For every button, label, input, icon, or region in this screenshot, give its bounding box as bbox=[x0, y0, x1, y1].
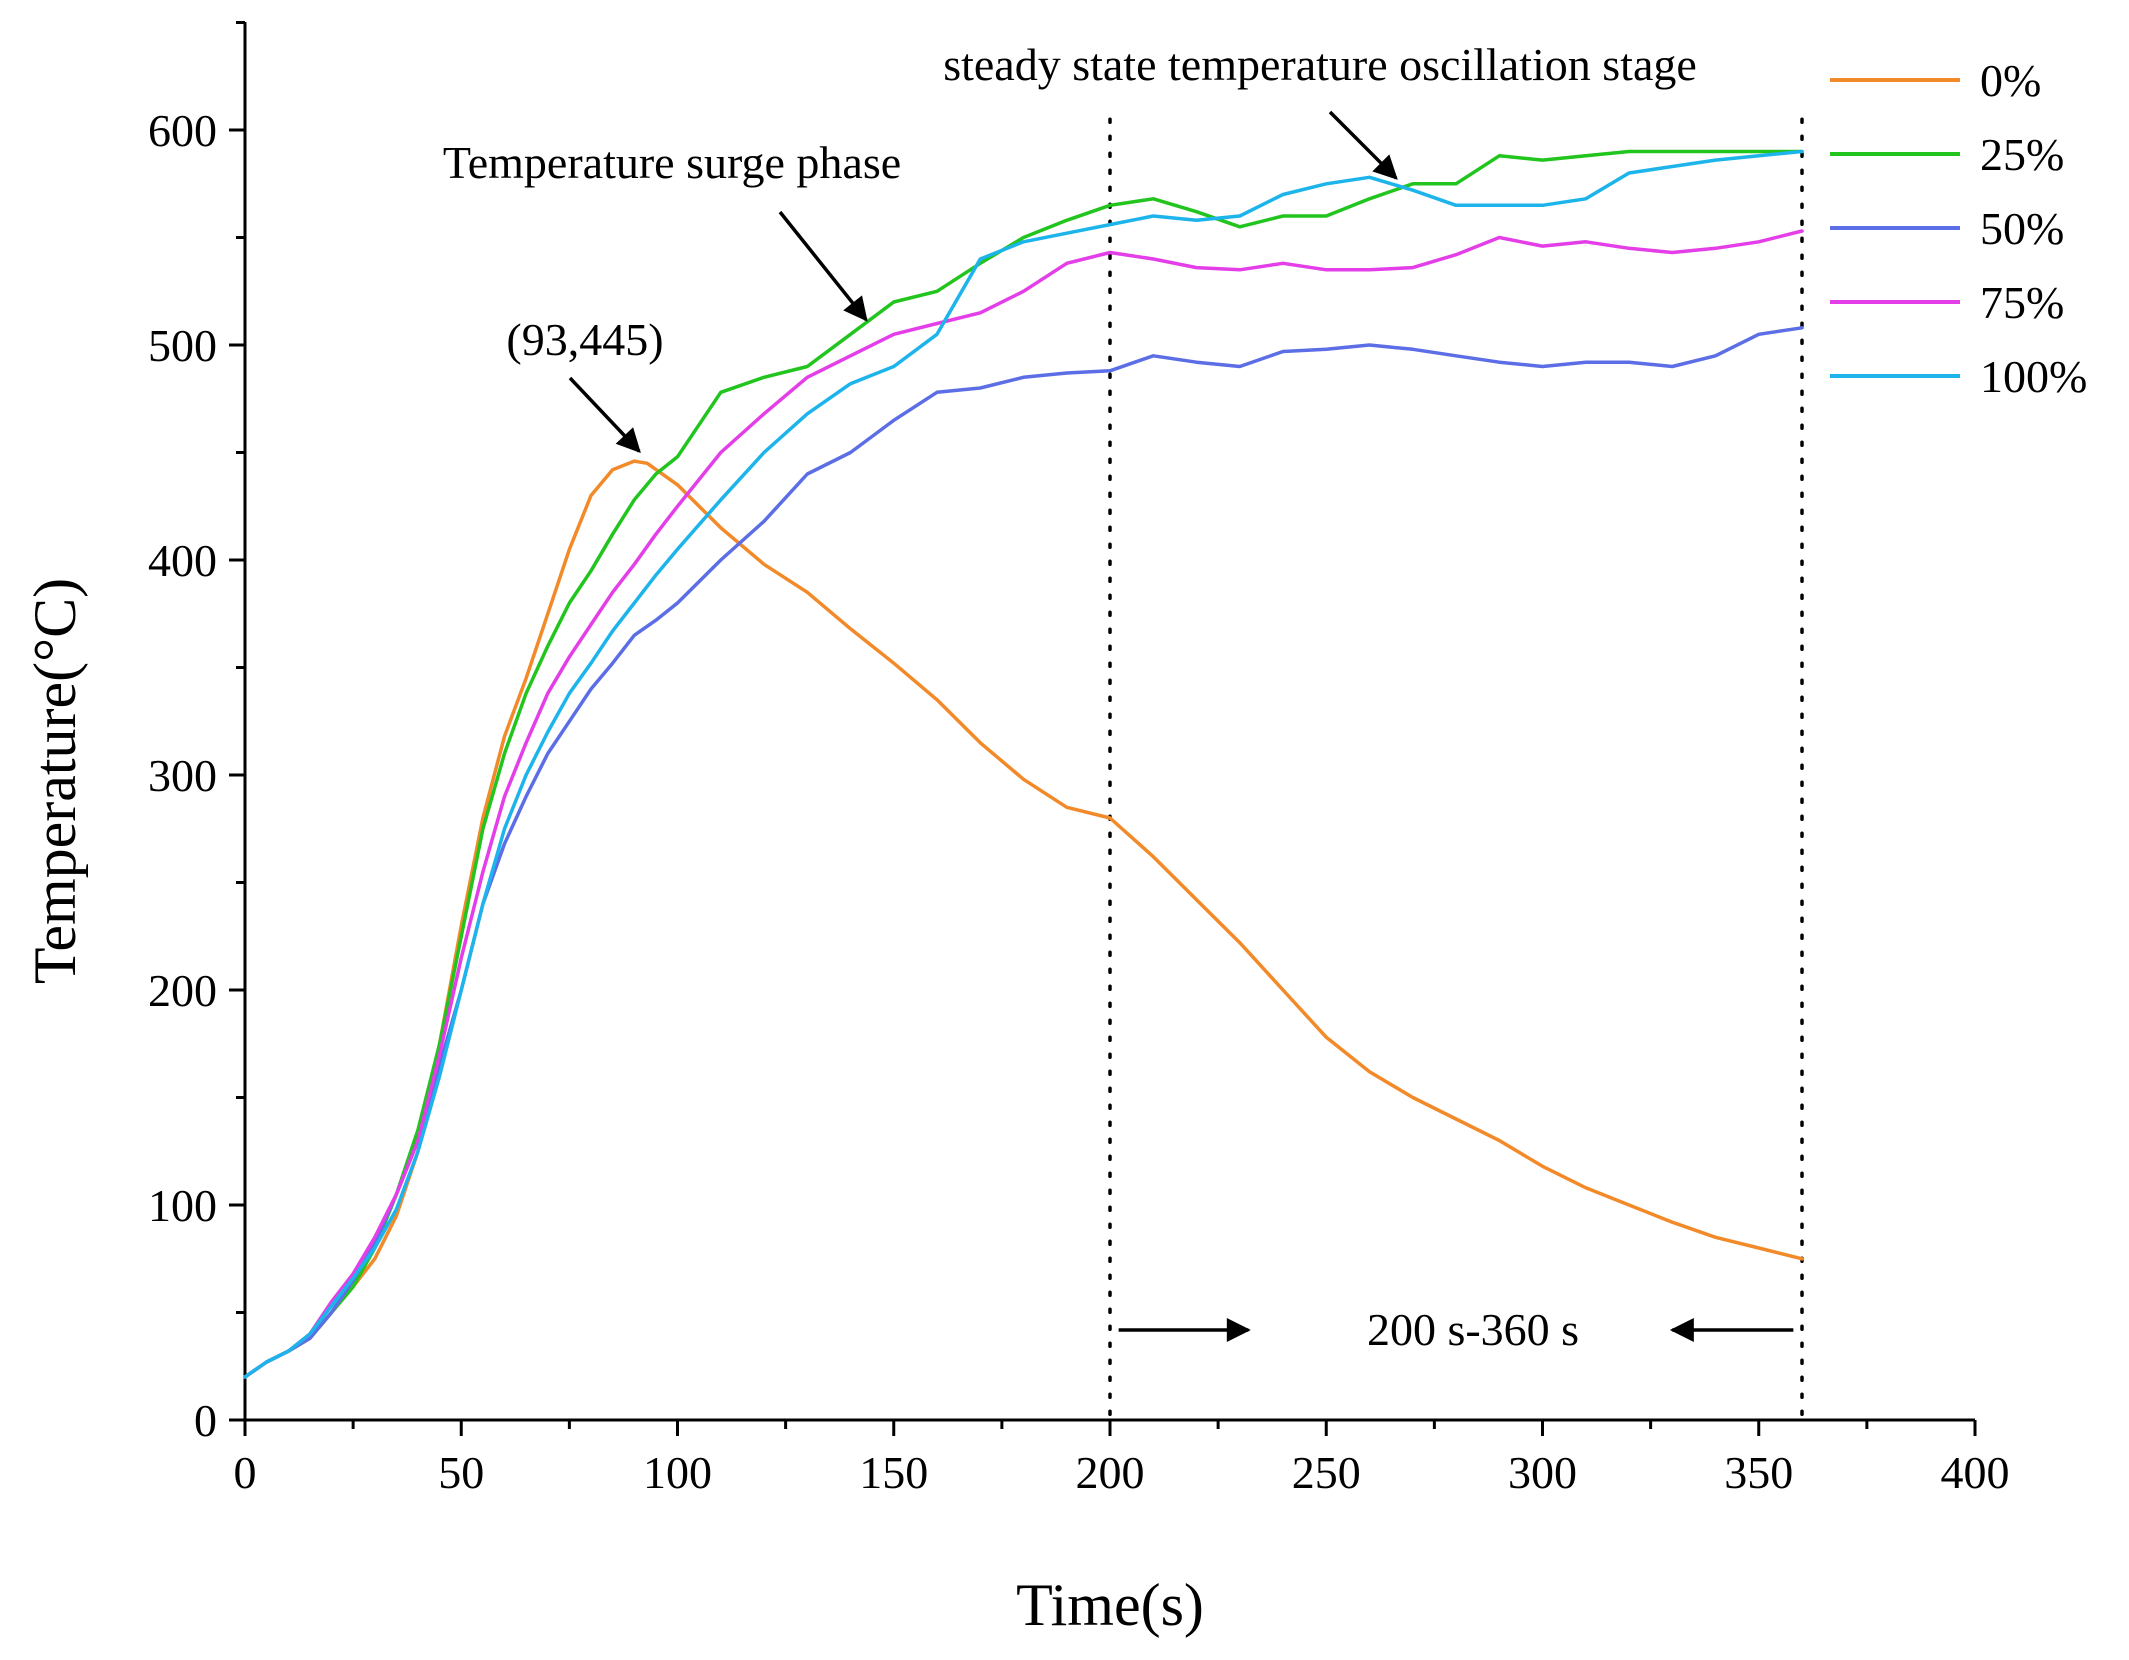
annotation-surge-arrow bbox=[778, 210, 868, 322]
annotation-peak-arrow bbox=[568, 376, 641, 453]
annotation-range-label: 200 s-360 s bbox=[1367, 1304, 1579, 1355]
y-tick-label-400: 400 bbox=[148, 535, 217, 586]
x-tick-label-50: 50 bbox=[438, 1447, 484, 1498]
series-line-100pct bbox=[243, 149, 1804, 1379]
x-axis-title: Time(s) bbox=[1016, 1572, 1204, 1638]
series-layer bbox=[243, 149, 1804, 1379]
series-line-75pct bbox=[243, 229, 1804, 1379]
legend: 0% 25% 50% 75% 100% bbox=[1830, 55, 2087, 402]
y-tick-label-200: 200 bbox=[148, 965, 217, 1016]
x-tick-label-200: 200 bbox=[1076, 1447, 1145, 1498]
y-axis-title: Temperature(°C) bbox=[22, 578, 88, 984]
x-tick-label-400: 400 bbox=[1941, 1447, 2010, 1498]
legend-label-0pct: 0% bbox=[1980, 55, 2041, 106]
y-tick-label-600: 600 bbox=[148, 105, 217, 156]
legend-label-100pct: 100% bbox=[1980, 351, 2087, 402]
series-line-25pct bbox=[243, 149, 1804, 1379]
legend-label-50pct: 50% bbox=[1980, 203, 2064, 254]
legend-label-75pct: 75% bbox=[1980, 277, 2064, 328]
x-tick-label-300: 300 bbox=[1508, 1447, 1577, 1498]
x-tick-label-250: 250 bbox=[1292, 1447, 1361, 1498]
reference-lines-layer bbox=[1108, 117, 1804, 1422]
x-tick-label-0: 0 bbox=[234, 1447, 257, 1498]
axes-layer: 0 50 100 150 200 250 300 350 400 0 100 200 300 400 500… bbox=[22, 21, 2010, 1638]
x-tick-label-100: 100 bbox=[643, 1447, 712, 1498]
annotations-layer: (93,445) Temperature surge phase steady st… bbox=[443, 39, 1794, 1355]
y-tick-label-100: 100 bbox=[148, 1180, 217, 1231]
legend-label-25pct: 25% bbox=[1980, 129, 2064, 180]
annotation-peak-label: (93,445) bbox=[506, 314, 663, 365]
x-tick-label-150: 150 bbox=[859, 1447, 928, 1498]
y-tick-label-500: 500 bbox=[148, 320, 217, 371]
x-tick-label-350: 350 bbox=[1724, 1447, 1793, 1498]
y-tick-label-300: 300 bbox=[148, 750, 217, 801]
annotation-steady-label: steady state temperature oscillation sta… bbox=[943, 39, 1697, 90]
annotation-surge-label: Temperature surge phase bbox=[443, 137, 901, 188]
y-tick-label-0: 0 bbox=[194, 1395, 217, 1446]
annotation-steady-arrow bbox=[1328, 110, 1398, 180]
